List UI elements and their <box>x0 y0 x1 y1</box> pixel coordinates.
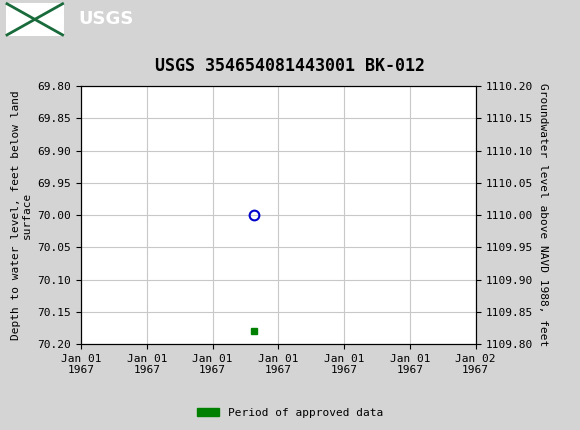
Legend: Period of approved data: Period of approved data <box>193 403 387 422</box>
FancyBboxPatch shape <box>6 3 64 36</box>
Text: USGS: USGS <box>78 10 133 28</box>
Y-axis label: Groundwater level above NAVD 1988, feet: Groundwater level above NAVD 1988, feet <box>538 83 548 347</box>
Y-axis label: Depth to water level, feet below land
surface: Depth to water level, feet below land su… <box>10 90 32 340</box>
Text: USGS 354654081443001 BK-012: USGS 354654081443001 BK-012 <box>155 57 425 75</box>
